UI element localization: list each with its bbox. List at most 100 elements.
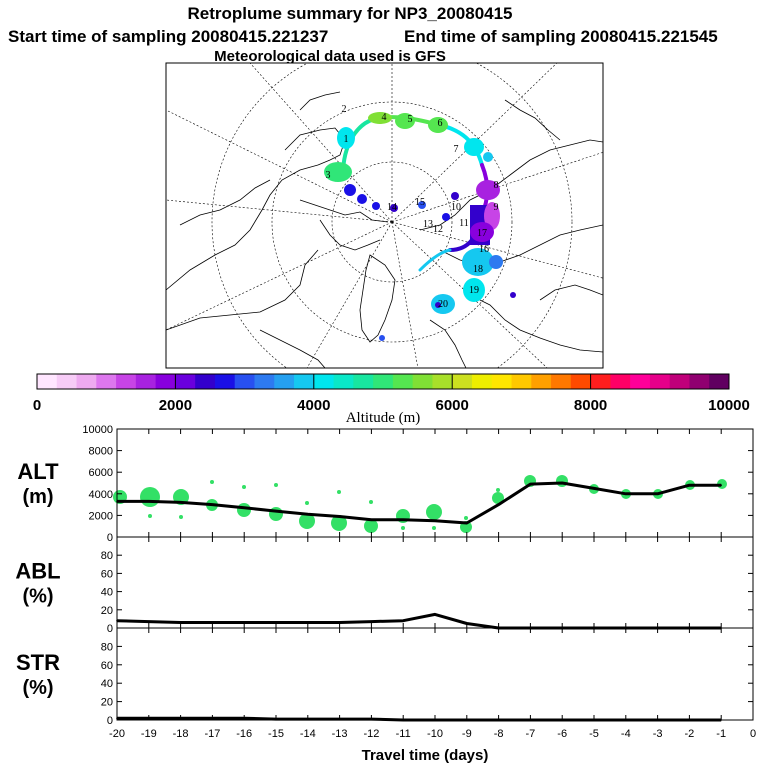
x-tick-label: -14 [300, 728, 316, 740]
panel-ylabel: ABL [15, 559, 60, 584]
x-tick-label: -11 [396, 728, 411, 740]
panel-ylabel: STR [16, 650, 60, 675]
timeseries-panels: 0200040006000800010000ALT(m)020406080ABL… [15, 424, 756, 764]
x-tick-label: -6 [557, 728, 567, 740]
x-tick-label: -19 [141, 728, 157, 740]
y-tick-label: 4000 [89, 489, 113, 501]
y-tick-label: 20 [101, 697, 113, 709]
data-point [179, 501, 182, 504]
data-point [434, 719, 436, 721]
colorbar-cell [432, 374, 453, 389]
map-day-label: 1 [344, 134, 349, 145]
panel-frame [116, 627, 754, 721]
x-tick-label: -8 [494, 728, 504, 740]
y-tick-label: 2000 [89, 510, 113, 522]
data-point [561, 482, 563, 484]
y-tick-label: 10000 [82, 424, 113, 436]
y-tick-label: 80 [101, 550, 113, 562]
data-point [593, 487, 595, 490]
data-point [466, 522, 468, 524]
x-axis-label: Travel time (days) [362, 747, 489, 764]
x-tick-label: 0 [750, 728, 756, 740]
map-day-label: 2 [342, 104, 347, 115]
data-point [148, 620, 150, 623]
data-point [434, 613, 436, 616]
colorbar-cell [669, 374, 690, 389]
data-point [148, 717, 150, 719]
map-day-label: 8 [494, 180, 499, 191]
map-day-label: 6 [438, 118, 443, 129]
colorbar-cell [294, 374, 315, 389]
data-point [466, 622, 468, 625]
y-tick-label: 6000 [89, 467, 113, 479]
colorbar-cell [76, 374, 97, 389]
data-point [275, 718, 277, 720]
series-line-abl [116, 612, 722, 630]
panel-ylabel-unit: (%) [22, 586, 53, 608]
colorbar-cell [392, 374, 414, 389]
map-day-label: 14 [387, 202, 397, 213]
y-tick-label: 0 [107, 623, 113, 635]
data-point [593, 719, 595, 721]
colorbar: 0 2000 4000 6000 8000 10000 Altitude (m) [33, 373, 750, 426]
y-tick-label: 80 [101, 641, 113, 653]
data-point [338, 718, 341, 720]
colorbar-cell [214, 374, 236, 389]
map-day-label: 4 [382, 112, 387, 123]
end-time: End time of sampling 20080415.221545 [404, 27, 718, 46]
colorbar-cell [155, 374, 176, 389]
colorbar-frame [36, 373, 730, 390]
colorbar-tick-label: 10000 [708, 397, 750, 414]
colorbar-cell [37, 374, 58, 389]
y-tick-label: 20 [101, 605, 113, 617]
data-point [370, 620, 373, 623]
met-data-label: Meteorological data used is GFS [214, 48, 446, 65]
colorbar-cell [175, 374, 196, 389]
data-point [688, 719, 691, 721]
x-tick-label: -13 [332, 728, 348, 740]
map-day-label: 19 [469, 285, 479, 296]
colorbar-cell [333, 374, 354, 389]
data-point [148, 500, 150, 503]
data-point [243, 717, 245, 719]
data-point [402, 719, 405, 721]
colorbar-cell [254, 374, 275, 389]
data-point [307, 513, 309, 516]
y-tick-label: 8000 [89, 446, 113, 458]
data-point [656, 719, 659, 721]
colorbar-cell [116, 374, 137, 389]
colorbar-cell [531, 374, 552, 389]
x-tick-label: -9 [462, 728, 472, 740]
x-tick-label: -18 [173, 728, 189, 740]
data-point [497, 719, 500, 721]
map-day-label: 10 [451, 202, 461, 213]
data-point [116, 619, 118, 622]
x-tick-label: -12 [363, 728, 379, 740]
data-point [211, 621, 214, 624]
colorbar-cell [274, 374, 295, 389]
colorbar-cell [610, 374, 631, 389]
colorbar-cell [570, 374, 592, 389]
y-tick-label: 60 [101, 660, 113, 672]
data-point [529, 483, 532, 485]
y-tick-label: 0 [107, 715, 113, 727]
map-day-label: 15 [415, 197, 425, 208]
map-day-label: 17 [477, 228, 487, 239]
data-point [497, 503, 500, 506]
colorbar-cell [471, 374, 493, 389]
data-point [179, 621, 182, 624]
y-tick-label: 40 [101, 587, 113, 599]
map-day-label: 3 [326, 170, 331, 181]
data-point [720, 484, 722, 486]
data-point [116, 717, 118, 719]
data-point [211, 717, 214, 719]
data-point [179, 717, 182, 719]
colorbar-cell [630, 374, 651, 389]
colorbar-tick-label: 0 [33, 397, 41, 414]
data-point [275, 621, 277, 624]
series-line-str [117, 716, 722, 722]
colorbar-cell [511, 374, 532, 389]
colorbar-tick-label: 4000 [297, 397, 330, 414]
